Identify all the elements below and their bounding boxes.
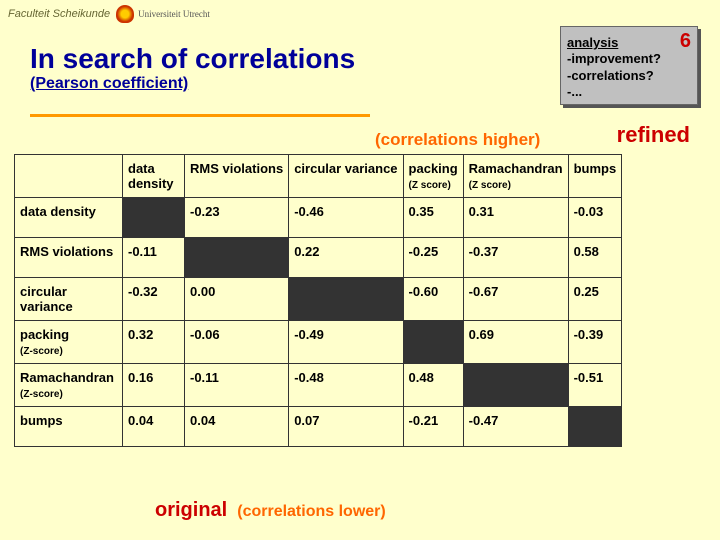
row-label: packing(Z-score)	[15, 321, 123, 364]
correlations-higher-label: (correlations higher)	[375, 130, 540, 150]
table-header: Ramachandran(Z score)	[463, 155, 568, 198]
table-cell: -0.48	[289, 364, 403, 407]
table-cell: -0.51	[568, 364, 622, 407]
footer-line: original (correlations lower)	[155, 499, 386, 522]
faculty-name: Faculteit Scheikunde	[8, 8, 110, 20]
note-line: -improvement?	[567, 51, 691, 67]
title-block: In search of correlations (Pearson coeff…	[30, 44, 355, 93]
table-cell: 0.04	[185, 407, 289, 447]
table-cell: -0.47	[463, 407, 568, 447]
table-header: data density	[123, 155, 185, 198]
table-cell	[568, 407, 622, 447]
correlations-lower-label: (correlations lower)	[237, 503, 385, 521]
table-row: Ramachandran(Z-score)0.16-0.11-0.480.48 -…	[15, 364, 622, 407]
table-cell: 0.35	[403, 198, 463, 238]
table-body: data density-0.23-0.460.350.31-0.03RMS v…	[15, 198, 622, 447]
table-cell: 0.04	[123, 407, 185, 447]
table-cell: 0.32	[123, 321, 185, 364]
table-cell: -0.23	[185, 198, 289, 238]
table-cell: 0.16	[123, 364, 185, 407]
table-cell: -0.03	[568, 198, 622, 238]
table-cell: -0.11	[185, 364, 289, 407]
table-cell: 0.22	[289, 238, 403, 278]
title-underline	[30, 114, 370, 117]
table-row: data density -0.23-0.460.350.31-0.03	[15, 198, 622, 238]
table-row: circular variance-0.320.00 -0.60-0.670.25	[15, 278, 622, 321]
correlation-table: data density RMS violations circular var…	[14, 154, 622, 447]
table-cell: 0.00	[185, 278, 289, 321]
table-cell: 0.25	[568, 278, 622, 321]
table-row: RMS violations-0.11 0.22-0.25-0.370.58	[15, 238, 622, 278]
table-cell: 0.58	[568, 238, 622, 278]
refined-label: refined	[617, 122, 690, 148]
table-header: packing(Z score)	[403, 155, 463, 198]
table-cell: -0.32	[123, 278, 185, 321]
table-cell	[289, 278, 403, 321]
table-row: bumps0.040.040.07-0.21-0.47	[15, 407, 622, 447]
table-cell: -0.25	[403, 238, 463, 278]
table-cell: -0.37	[463, 238, 568, 278]
original-label: original	[155, 499, 227, 522]
table-header: bumps	[568, 155, 622, 198]
table-cell: -0.49	[289, 321, 403, 364]
university-name: Universiteit Utrecht	[138, 9, 210, 19]
row-label: RMS violations	[15, 238, 123, 278]
table-cell: -0.11	[123, 238, 185, 278]
table-cell: -0.46	[289, 198, 403, 238]
university-shield-icon	[116, 5, 134, 23]
row-label: Ramachandran(Z-score)	[15, 364, 123, 407]
slide-subtitle: (Pearson coefficient)	[30, 75, 355, 93]
row-label: bumps	[15, 407, 123, 447]
table-cell	[185, 238, 289, 278]
table-cell: -0.60	[403, 278, 463, 321]
analysis-note-box: analysis 6 -improvement? -correlations? …	[560, 26, 698, 105]
table-header: circular variance	[289, 155, 403, 198]
row-label: circular variance	[15, 278, 123, 321]
slide-title: In search of correlations	[30, 44, 355, 75]
table-cell	[123, 198, 185, 238]
table-cell: -0.67	[463, 278, 568, 321]
note-number: 6	[680, 31, 691, 51]
table-header-row: data density RMS violations circular var…	[15, 155, 622, 198]
table-header	[15, 155, 123, 198]
table-cell: -0.06	[185, 321, 289, 364]
table-row: packing(Z-score)0.32-0.06-0.49 0.69-0.39	[15, 321, 622, 364]
table-cell: 0.48	[403, 364, 463, 407]
table-cell: 0.31	[463, 198, 568, 238]
note-label: analysis	[567, 35, 618, 51]
table-header: RMS violations	[185, 155, 289, 198]
note-line: -...	[567, 84, 691, 100]
row-label: data density	[15, 198, 123, 238]
table-cell	[463, 364, 568, 407]
table-cell: -0.21	[403, 407, 463, 447]
table-cell: -0.39	[568, 321, 622, 364]
table-cell: 0.69	[463, 321, 568, 364]
note-line: -correlations?	[567, 68, 691, 84]
header-bar: Faculteit Scheikunde Universiteit Utrech…	[0, 0, 720, 28]
table-cell	[403, 321, 463, 364]
table-cell: 0.07	[289, 407, 403, 447]
